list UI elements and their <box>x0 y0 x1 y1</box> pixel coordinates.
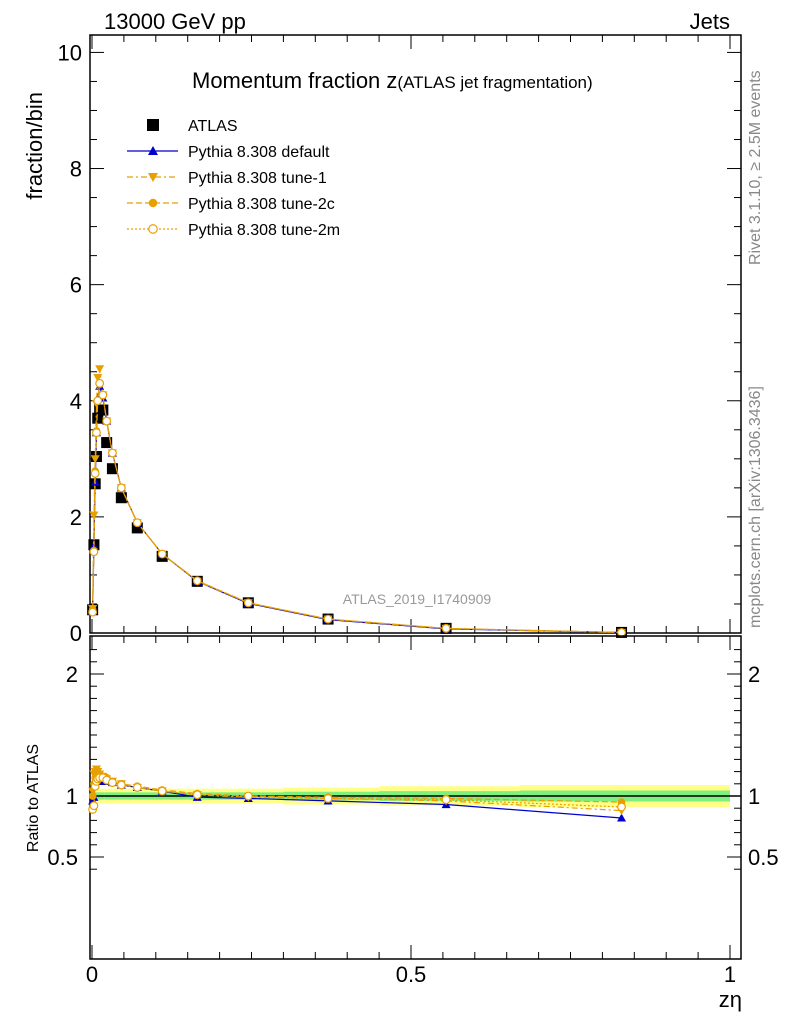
ratio-point <box>441 795 451 805</box>
legend-item: Pythia 8.308 tune-1 <box>127 170 327 187</box>
main-title-suffix: (ATLAS jet fragmentation) <box>397 73 592 92</box>
legend-label: Pythia 8.308 tune-2c <box>188 196 335 213</box>
data-point <box>107 448 117 458</box>
data-point <box>323 614 333 624</box>
legend-label: Pythia 8.308 tune-2m <box>188 222 340 239</box>
data-point <box>157 549 167 559</box>
x-tick-label: 0.5 <box>396 962 427 987</box>
main-y-axis-label: fraction/bin <box>22 92 47 200</box>
ratio-point <box>88 792 97 800</box>
ratio-point <box>617 813 627 822</box>
main-title-text: Momentum fraction z <box>192 68 397 93</box>
legend-item: ATLAS <box>147 118 238 135</box>
legend-label: ATLAS <box>188 118 238 135</box>
legend-marker <box>147 119 159 131</box>
y-tick-label: 10 <box>58 40 82 65</box>
ratio-point <box>617 802 626 812</box>
data-point <box>617 628 626 637</box>
ratio-point <box>116 780 126 790</box>
ratio-series-3 <box>88 773 626 814</box>
ratio-plot-panel: 0.5 0.5 1 1 2 2 0 0.5 1 Ratio to ATLAS zη <box>25 635 779 1012</box>
data-point <box>92 428 101 438</box>
legend-marker <box>148 198 158 208</box>
ratio-point <box>192 790 202 800</box>
legend-marker <box>148 173 158 182</box>
legend-marker <box>148 146 158 155</box>
series-4 <box>88 378 626 637</box>
data-point <box>132 518 142 528</box>
y-tick-label: 2 <box>70 505 82 530</box>
ratio-axis-ticks: 0.5 0.5 1 1 2 2 0 0.5 1 <box>47 636 779 987</box>
ratio-point <box>132 783 142 792</box>
legend-item: Pythia 8.308 tune-2m <box>127 222 340 239</box>
main-series-layer <box>87 365 628 638</box>
main-plot-panel: 0 2 4 6 8 10 Momentum fraction z(ATLAS jet fr… <box>22 34 742 646</box>
ratio-point <box>89 801 99 811</box>
data-point <box>95 365 105 374</box>
ratio-y-tick-label-right: 2 <box>748 662 760 687</box>
series-line <box>92 383 622 634</box>
legend-label: Pythia 8.308 tune-1 <box>188 170 327 187</box>
rivet-side-label: Rivet 3.1.10, ≥ 2.5M events <box>747 70 764 265</box>
ratio-series-layer <box>88 765 627 822</box>
data-point <box>98 390 108 400</box>
data-point <box>97 404 109 416</box>
data-point <box>93 396 103 406</box>
source-side-label: mcplots.cern.ch [arXiv:1306.3436] <box>747 386 764 628</box>
ratio-y-tick-label-right: 0.5 <box>748 845 779 870</box>
ratio-y-tick-label: 1 <box>66 784 78 809</box>
analysis-watermark: ATLAS_2019_I1740909 <box>343 591 492 607</box>
data-point <box>102 416 112 426</box>
ratio-point <box>157 786 167 796</box>
ratio-y-axis-label: Ratio to ATLAS <box>25 744 42 852</box>
energy-label: 13000 GeV pp <box>104 9 246 34</box>
data-point <box>131 522 143 534</box>
data-point <box>115 492 127 504</box>
y-tick-label: 8 <box>70 157 82 182</box>
data-point <box>192 576 202 586</box>
y-tick-label: 0 <box>70 621 82 646</box>
data-point <box>441 623 451 633</box>
y-tick-label: 6 <box>70 273 82 298</box>
ratio-point <box>107 778 117 788</box>
legend-marker <box>148 224 158 234</box>
legend: ATLAS Pythia 8.308 default Pythia 8.308 tu… <box>127 118 340 239</box>
ratio-y-tick-label-right: 1 <box>748 784 760 809</box>
ratio-y-tick-label: 0.5 <box>47 845 78 870</box>
data-point <box>92 412 104 424</box>
category-label: Jets <box>690 9 730 34</box>
data-point <box>116 483 126 493</box>
ratio-y-tick-label: 2 <box>66 662 78 687</box>
data-point <box>89 547 99 557</box>
main-title: Momentum fraction z(ATLAS jet fragmentat… <box>192 68 593 93</box>
ratio-point <box>243 791 253 801</box>
data-point <box>243 598 253 608</box>
legend-item: Pythia 8.308 default <box>127 144 330 161</box>
main-plot-frame <box>89 34 742 634</box>
legend-item: Pythia 8.308 tune-2c <box>127 196 335 213</box>
data-point <box>93 373 103 383</box>
y-tick-label: 4 <box>70 389 82 414</box>
data-point <box>88 607 98 617</box>
ratio-point <box>323 794 333 803</box>
data-point <box>101 437 113 449</box>
data-point <box>106 463 118 475</box>
x-tick-label: 1 <box>724 962 736 987</box>
x-tick-label: 0 <box>86 962 98 987</box>
main-axis-ticks: 0 2 4 6 8 10 <box>58 35 741 646</box>
x-axis-label: zη <box>719 987 742 1012</box>
data-point <box>90 468 100 478</box>
data-point <box>95 378 105 388</box>
legend-label: Pythia 8.308 default <box>188 144 330 161</box>
